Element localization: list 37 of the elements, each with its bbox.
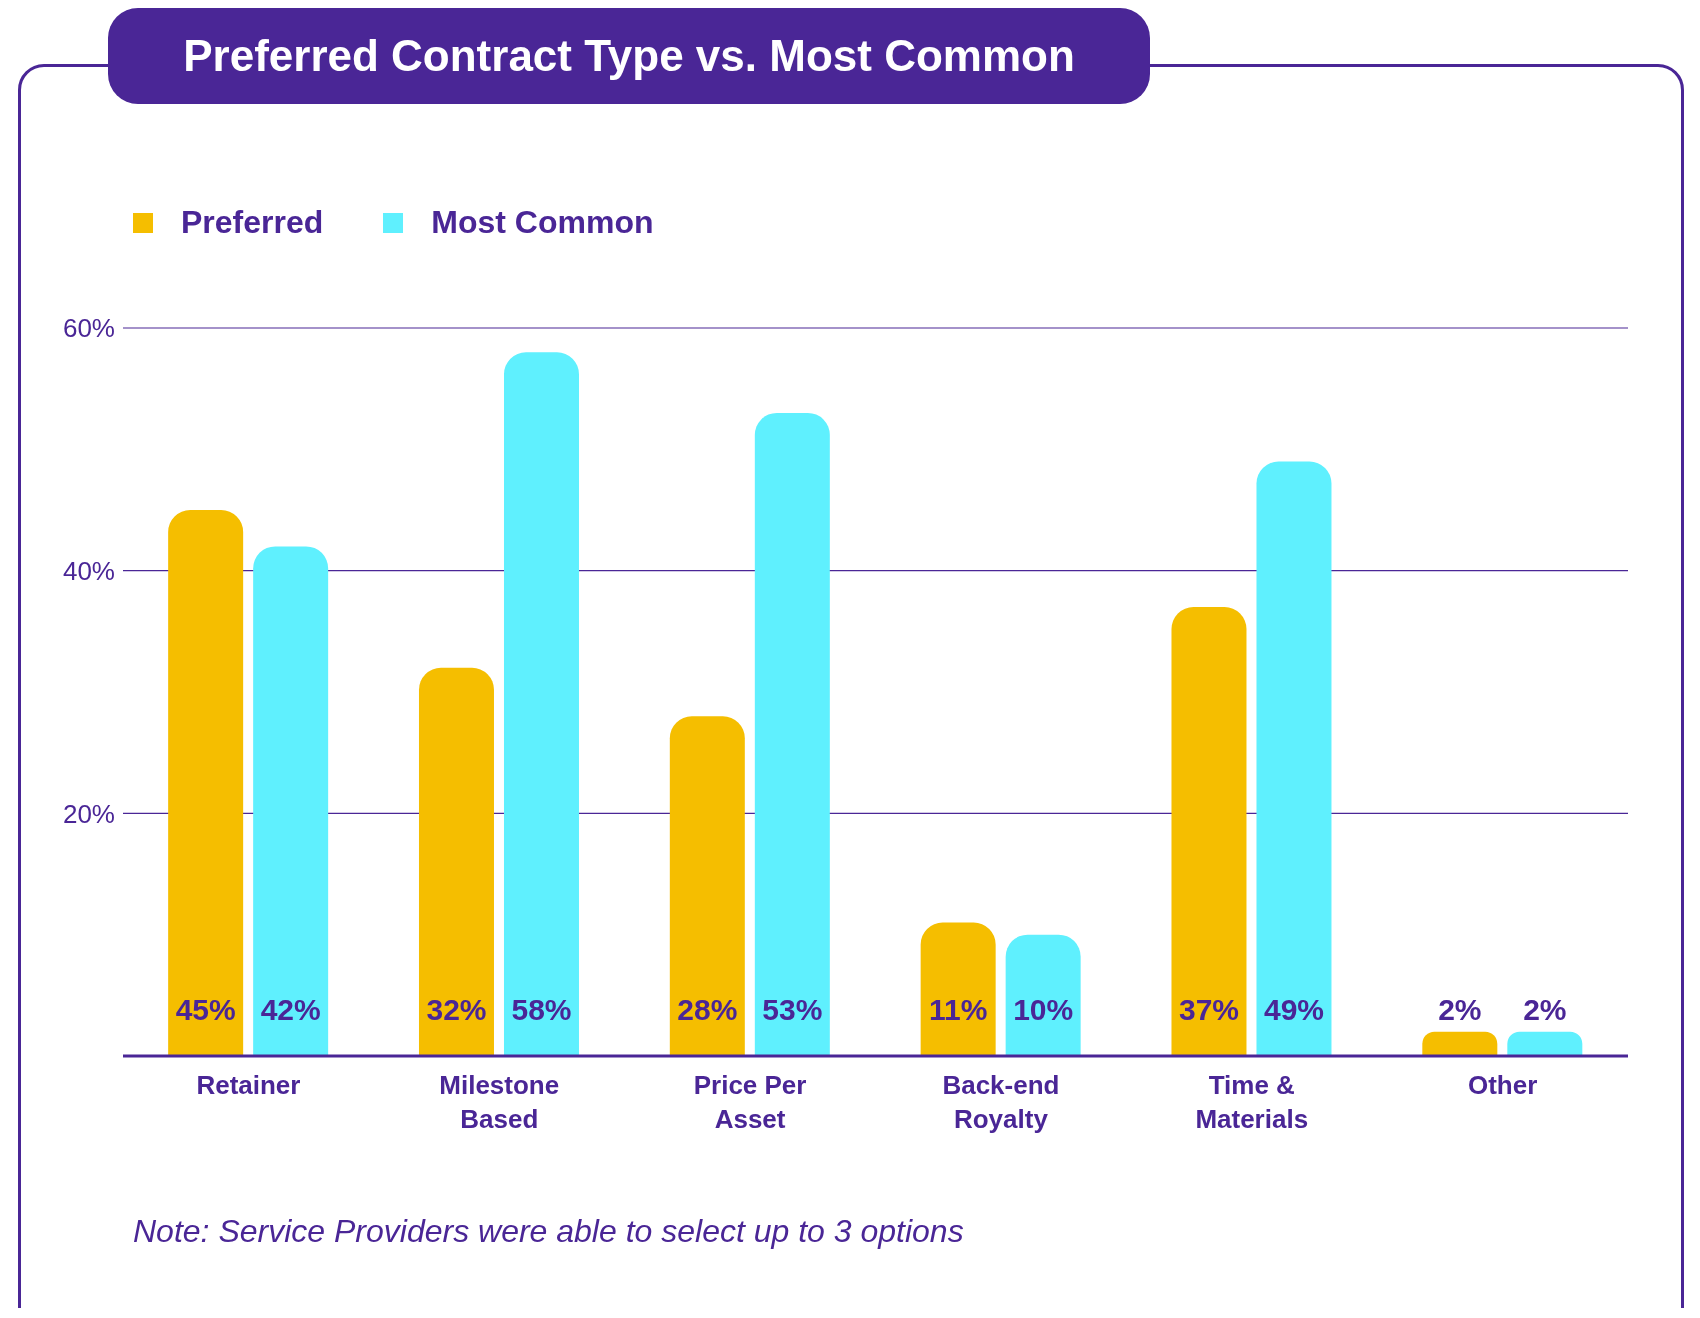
y-tick-label: 20%	[62, 798, 115, 829]
bar	[1507, 1031, 1583, 1056]
data-label: 2%	[1438, 993, 1482, 1026]
x-tick-label: Retainer	[196, 1070, 301, 1100]
bar	[754, 412, 830, 1056]
y-tick-label: 40%	[62, 555, 115, 586]
data-label: 53%	[762, 993, 823, 1026]
x-tick-label: Milestone Based	[439, 1070, 560, 1134]
data-label: 42%	[260, 993, 321, 1026]
data-label: 32%	[426, 993, 487, 1026]
bar	[418, 667, 494, 1056]
bar	[1422, 1031, 1498, 1056]
x-tick-label: Time & Materials	[1195, 1070, 1309, 1134]
bar	[920, 922, 996, 1056]
bar	[669, 716, 745, 1056]
data-label: 49%	[1263, 993, 1325, 1026]
chart-title: Preferred Contract Type vs. Most Common	[183, 31, 1075, 81]
data-label: 28%	[677, 993, 738, 1026]
x-tick-label: Other	[1467, 1070, 1538, 1100]
legend-label: Preferred	[181, 204, 324, 241]
data-label: 2%	[1523, 993, 1567, 1026]
bar	[168, 510, 244, 1056]
bar	[253, 546, 329, 1056]
x-tick-label: Back-end Royalty	[942, 1070, 1060, 1134]
data-label: 37%	[1178, 993, 1240, 1026]
bar	[503, 352, 579, 1056]
text: Note: Service Providers were able to select up to 3 options	[133, 1213, 964, 1250]
legend-label: Most Common	[431, 204, 654, 241]
data-label: 58%	[511, 993, 572, 1026]
data-label: 11%	[928, 993, 988, 1026]
data-label: 10%	[1013, 993, 1074, 1026]
data-label: 45%	[175, 993, 236, 1026]
x-tick-label: Price Per Asset	[693, 1070, 807, 1134]
y-tick-label: 60%	[62, 313, 115, 344]
bar	[1256, 461, 1332, 1056]
bar	[1171, 607, 1247, 1056]
bar	[1005, 934, 1081, 1056]
